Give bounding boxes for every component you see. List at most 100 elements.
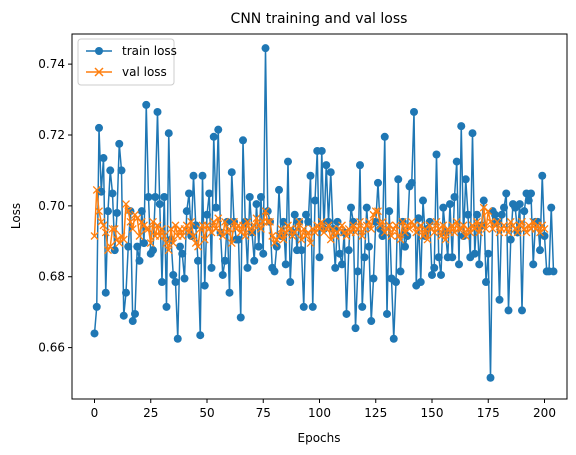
- train-loss-point: [104, 207, 112, 215]
- train-loss-point: [475, 260, 483, 268]
- train-loss-point: [401, 243, 409, 251]
- x-axis-label: Epochs: [298, 431, 341, 445]
- train-loss-point: [327, 168, 335, 176]
- train-loss-point: [140, 239, 148, 247]
- train-loss-point: [199, 172, 207, 180]
- x-tick-label: 175: [477, 406, 500, 420]
- train-loss-point: [541, 232, 549, 240]
- train-loss-point: [457, 122, 465, 130]
- train-loss-point: [118, 166, 126, 174]
- train-loss-point: [302, 211, 310, 219]
- train-loss-point: [255, 243, 263, 251]
- train-loss-point: [149, 246, 157, 254]
- train-loss-point: [190, 172, 198, 180]
- train-loss-point: [356, 161, 364, 169]
- train-loss-point: [498, 211, 506, 219]
- train-loss-point: [239, 136, 247, 144]
- x-tick-label: 200: [533, 406, 556, 420]
- train-loss-point: [111, 246, 119, 254]
- legend: train loss val loss: [78, 39, 177, 85]
- x-tick-label: 100: [308, 406, 331, 420]
- train-loss-point: [345, 246, 353, 254]
- train-loss-point: [547, 204, 555, 212]
- train-loss-point: [451, 193, 459, 201]
- train-loss-point: [390, 335, 398, 343]
- train-loss-point: [142, 101, 150, 109]
- train-loss-point: [210, 133, 218, 141]
- train-loss-point: [219, 271, 227, 279]
- train-loss-point: [536, 246, 544, 254]
- train-loss-point: [417, 278, 425, 286]
- train-loss-point: [487, 374, 495, 382]
- train-loss-point: [428, 271, 436, 279]
- train-loss-point: [169, 271, 177, 279]
- train-loss-point: [113, 209, 121, 217]
- train-loss-point: [237, 314, 245, 322]
- y-tick-label: 0.72: [38, 128, 65, 142]
- train-loss-point: [347, 204, 355, 212]
- train-loss-point: [214, 126, 222, 134]
- train-loss-point: [439, 204, 447, 212]
- train-loss-point: [430, 264, 438, 272]
- train-loss-point: [100, 154, 108, 162]
- train-loss-point: [196, 331, 204, 339]
- train-loss-point: [284, 158, 292, 166]
- legend-val-label: val loss: [122, 65, 167, 79]
- train-loss-point: [331, 264, 339, 272]
- train-loss-point: [174, 335, 182, 343]
- train-loss-point: [322, 161, 330, 169]
- train-loss-point: [365, 243, 373, 251]
- train-loss-point: [392, 278, 400, 286]
- train-loss-point: [374, 179, 382, 187]
- train-loss-point: [307, 172, 315, 180]
- train-loss-point: [91, 329, 99, 337]
- train-loss-point: [221, 257, 229, 265]
- y-tick-label: 0.74: [38, 57, 65, 71]
- train-loss-point: [208, 264, 216, 272]
- train-loss-point: [205, 189, 213, 197]
- train-loss-point: [250, 257, 258, 265]
- train-loss-point: [419, 197, 427, 205]
- train-loss-point: [138, 207, 146, 215]
- train-loss-point: [408, 179, 416, 187]
- train-loss-point: [336, 250, 344, 258]
- train-loss-point: [455, 260, 463, 268]
- train-loss-point: [520, 207, 528, 215]
- train-loss-point: [185, 189, 193, 197]
- train-loss-point: [244, 264, 252, 272]
- train-loss-point: [275, 186, 283, 194]
- train-loss-point: [93, 303, 101, 311]
- train-loss-point: [358, 303, 366, 311]
- train-loss-point: [383, 310, 391, 318]
- train-loss-point: [448, 253, 456, 261]
- train-loss-point: [291, 211, 299, 219]
- train-loss-point: [172, 278, 180, 286]
- train-loss-point: [482, 278, 490, 286]
- train-loss-point: [253, 200, 261, 208]
- train-loss-point: [133, 243, 141, 251]
- train-loss-point: [181, 275, 189, 283]
- train-loss-point: [354, 267, 362, 275]
- train-loss-point: [462, 175, 470, 183]
- y-axis-label: Loss: [9, 203, 23, 229]
- train-loss-point: [484, 250, 492, 258]
- train-loss-point: [280, 218, 288, 226]
- train-loss-point: [212, 204, 220, 212]
- train-loss-point: [525, 197, 533, 205]
- train-loss-point: [338, 260, 346, 268]
- train-loss-point: [309, 303, 317, 311]
- train-loss-point: [95, 124, 103, 132]
- train-loss-point: [286, 278, 294, 286]
- train-loss-point: [469, 129, 477, 137]
- train-loss-point: [394, 175, 402, 183]
- train-loss-point: [201, 282, 209, 290]
- train-loss-point: [370, 275, 378, 283]
- train-loss-point: [334, 218, 342, 226]
- train-loss-point: [106, 166, 114, 174]
- train-loss-point: [311, 197, 319, 205]
- train-loss-point: [203, 211, 211, 219]
- y-tick-label: 0.68: [38, 270, 65, 284]
- train-loss-point: [109, 189, 117, 197]
- train-loss-point: [194, 257, 202, 265]
